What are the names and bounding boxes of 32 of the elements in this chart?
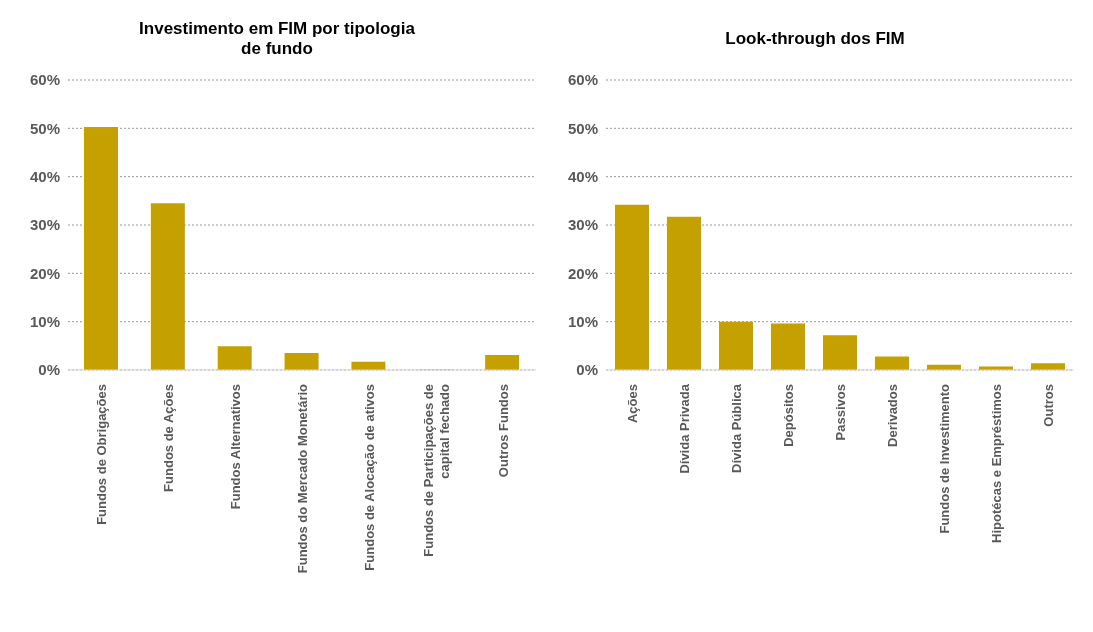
y-tick-label: 40% [567,167,598,185]
y-tick-label: 50% [29,119,60,137]
y-tick-label: 60% [567,71,598,89]
x-tick-label: Ações [625,384,640,424]
x-tick-label: Fundos do Mercado Monetário [295,383,310,574]
x-tick-label: Hipotécas e Empréstimos [989,384,1004,543]
x-tick-label: Outros Fundos [495,384,511,478]
y-tick-label: 40% [29,167,60,185]
x-tick-label: Depósitos [781,384,796,447]
y-tick-label: 10% [567,312,598,330]
y-tick-label: 10% [29,312,60,330]
y-tick-label: 50% [567,119,598,137]
x-tick-label: Fundos Alternativos [228,384,244,510]
y-tick-label: 0% [576,361,598,379]
y-tick-label: 20% [567,264,598,282]
y-tick-label: 60% [29,71,60,89]
y-tick-label: 30% [29,216,60,234]
chart-title: Investimento em FIM por tipologia de fundo [138,18,416,60]
x-tick-label: Fundos de Alocação de ativos [361,384,377,571]
chart-title: Look-through dos FIM [724,28,906,50]
x-tick-label: Fundos de Investimento [937,383,952,534]
x-tick-label: Outros [1041,384,1056,427]
x-tick-label: Derivados [885,384,900,447]
y-tick-label: 0% [38,361,60,379]
x-tick-label: Dívida Pública [729,383,744,473]
x-tick-label: Fundos de Ações [161,384,177,492]
y-tick-label: 30% [567,216,598,234]
x-tick-label: Dívida Privada [677,383,692,474]
y-tick-label: 20% [29,264,60,282]
x-tick-label: Fundos de Participações de capital fechado [420,383,452,557]
x-tick-label: Fundos de Obrigações [94,384,110,525]
x-tick-label: Passivos [833,384,848,441]
